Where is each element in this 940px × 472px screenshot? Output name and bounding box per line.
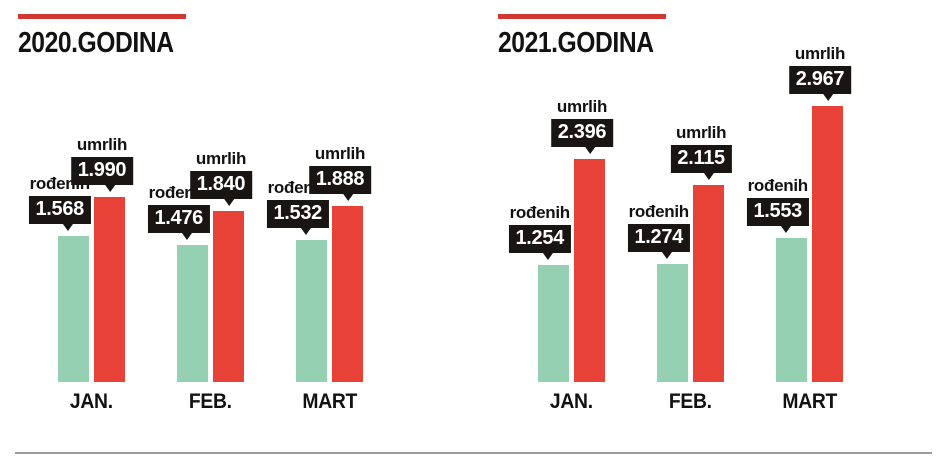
month-label: MART — [302, 390, 357, 413]
births-column: rođenih 1.532 — [266, 178, 330, 382]
series-name: umrlih — [314, 144, 366, 163]
series-name: umrlih — [794, 44, 846, 63]
month-group: rođenih 1.476 umrlih 1.840 FEB. — [147, 149, 253, 414]
month-label: FEB. — [669, 390, 712, 413]
month-group: rođenih 1.553 umrlih 2.967 MART — [746, 44, 852, 414]
births-bar — [657, 264, 688, 382]
value-callout: 1.274 — [627, 224, 691, 259]
month-label: FEB. — [189, 390, 232, 413]
chart-body-2021: rođenih 1.254 umrlih 2.396 JAN. rođenih 1.274 u… — [498, 44, 906, 414]
series-name: rođenih — [747, 176, 809, 195]
bars-pair: rođenih 1.254 umrlih 2.396 — [508, 97, 614, 382]
bars-pair: rođenih 1.476 umrlih 1.840 — [147, 149, 253, 382]
chart-title-2020: 2020.GODINA — [18, 27, 174, 59]
value-callout: 2.115 — [670, 145, 732, 180]
deaths-column: umrlih 2.115 — [670, 123, 732, 382]
value-callout: 1.254 — [508, 225, 572, 260]
value-callout: 1.476 — [147, 205, 211, 240]
series-name: umrlih — [76, 135, 128, 154]
deaths-label: umrlih 1.888 — [308, 144, 372, 201]
month-label: JAN. — [550, 390, 593, 413]
deaths-column: umrlih 1.990 — [70, 135, 134, 382]
deaths-label: umrlih 1.990 — [70, 135, 134, 192]
births-bar — [538, 265, 569, 382]
births-bar — [776, 238, 807, 382]
deaths-column: umrlih 2.396 — [550, 97, 614, 382]
accent-line — [18, 14, 186, 19]
births-label: rođenih 1.274 — [627, 202, 691, 259]
charts-row: 2020.GODINA rođenih 1.568 umrlih 1.990 JAN. r… — [18, 14, 906, 414]
deaths-column: umrlih 1.888 — [308, 144, 372, 382]
chart-body-2020: rođenih 1.568 umrlih 1.990 JAN. rođenih 1.476 u… — [18, 62, 426, 414]
deaths-bar — [693, 185, 724, 382]
month-group: rođenih 1.568 umrlih 1.990 JAN. — [28, 135, 134, 414]
births-label: rođenih 1.254 — [508, 203, 572, 260]
chart-2021: 2021.GODINA rođenih 1.254 umrlih 2.396 JAN. r… — [498, 14, 906, 414]
value-callout: 1.888 — [308, 166, 372, 201]
accent-line — [498, 14, 666, 19]
births-column: rođenih 1.476 — [147, 183, 211, 382]
births-label: rođenih 1.476 — [147, 183, 211, 240]
births-column: rođenih 1.274 — [627, 202, 691, 382]
value-callout: 2.396 — [550, 119, 614, 154]
series-name: umrlih — [676, 123, 727, 142]
deaths-bar — [574, 159, 605, 382]
births-column: rođenih 1.254 — [508, 203, 572, 382]
series-name: rođenih — [628, 202, 690, 221]
bars-pair: rođenih 1.553 umrlih 2.967 — [746, 44, 852, 382]
deaths-label: umrlih 2.115 — [670, 123, 732, 180]
series-name: umrlih — [556, 97, 608, 116]
deaths-label: umrlih 2.967 — [788, 44, 852, 101]
bars-pair: rođenih 1.568 umrlih 1.990 — [28, 135, 134, 382]
deaths-bar — [812, 106, 843, 382]
month-group: rođenih 1.274 umrlih 2.115 FEB. — [627, 123, 732, 414]
bars-pair: rođenih 1.274 umrlih 2.115 — [627, 123, 732, 382]
births-label: rođenih 1.553 — [746, 176, 810, 233]
births-column: rođenih 1.553 — [746, 176, 810, 382]
deaths-column: umrlih 2.967 — [788, 44, 852, 382]
births-bar — [58, 236, 89, 382]
chart-title-2021: 2021.GODINA — [498, 27, 654, 59]
bars-pair: rođenih 1.532 umrlih 1.888 — [266, 144, 372, 382]
value-callout: 1.990 — [70, 157, 134, 192]
value-callout: 2.967 — [788, 66, 852, 101]
deaths-label: umrlih 1.840 — [189, 149, 253, 206]
month-group: rođenih 1.532 umrlih 1.888 MART — [266, 144, 372, 414]
value-callout: 1.568 — [28, 196, 92, 231]
births-bar — [296, 240, 327, 382]
chart-2020: 2020.GODINA rođenih 1.568 umrlih 1.990 JAN. r… — [18, 14, 426, 414]
value-callout: 1.840 — [189, 171, 253, 206]
deaths-label: umrlih 2.396 — [550, 97, 614, 154]
month-label: MART — [782, 390, 837, 413]
value-callout: 1.553 — [746, 198, 810, 233]
deaths-column: umrlih 1.840 — [189, 149, 253, 382]
series-name: rođenih — [509, 203, 571, 222]
deaths-bar — [94, 197, 125, 382]
value-callout: 1.532 — [266, 200, 330, 235]
deaths-bar — [332, 206, 363, 382]
series-name: umrlih — [195, 149, 247, 168]
deaths-bar — [213, 211, 244, 382]
bottom-divider — [15, 452, 932, 454]
month-label: JAN. — [70, 390, 113, 413]
births-column: rođenih 1.568 — [28, 174, 92, 382]
births-bar — [177, 245, 208, 382]
births-label: rođenih 1.568 — [28, 174, 92, 231]
month-group: rođenih 1.254 umrlih 2.396 JAN. — [508, 97, 614, 414]
